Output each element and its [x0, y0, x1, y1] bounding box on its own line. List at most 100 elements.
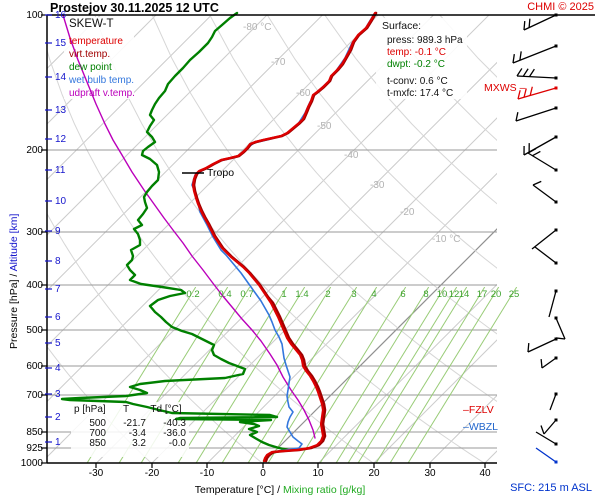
surface-line: t-mxfc: 17.4 °C — [387, 87, 454, 99]
level-table-header: Td [°C] — [150, 404, 182, 415]
mixing-ratio-label: 2 — [325, 289, 331, 300]
altitude-tick-label: 5 — [55, 338, 61, 349]
surface-panel: Surface: press: 989.3 hPa temp: -0.1 °C dw… — [382, 21, 463, 101]
mixing-ratio-label: 17 — [476, 289, 488, 300]
wet-bulb-zero-label: –WBZL — [463, 421, 499, 433]
mixing-ratio-label: 4 — [371, 289, 377, 300]
altitude-tick-label: 12 — [55, 134, 67, 145]
legend-items: temperature virt.temp. dew point wet bulb t… — [69, 35, 135, 99]
level-table: p [hPa] T Td [°C] 500 -21.7 -40.3 700 -3.4 -36.0… — [74, 405, 186, 449]
temperature-tick-label: 0 — [260, 468, 266, 479]
y-axis-label-altitude: Altitude [km] — [7, 213, 20, 272]
level-table-cell: -21.7 — [123, 418, 146, 429]
pressure-tick-label: 850 — [26, 427, 43, 438]
pressure-tick-label: 925 — [26, 443, 43, 454]
surface-line: dwpt: -0.2 °C — [387, 58, 445, 70]
wind-barb — [527, 337, 558, 353]
surface-line: temp: -0.1 °C — [387, 46, 447, 58]
wind-barb — [532, 180, 558, 204]
legend-item-udpraftvtemp: udpraft v.temp. — [69, 87, 135, 99]
wind-barb — [523, 13, 558, 31]
altitude-tick-label: 15 — [55, 38, 67, 49]
legend-item-temperature: temperature — [69, 35, 123, 47]
mixing-ratio-label: 20 — [490, 289, 502, 300]
temperature-tick-label: -30 — [88, 468, 104, 479]
level-table-row: 700 -3.4 -36.0 — [74, 429, 186, 439]
temperature-tick-label: 30 — [424, 468, 436, 479]
level-table-cell: 700 — [89, 428, 106, 439]
surface-elevation-label: SFC: 215 m ASL — [510, 482, 592, 494]
tropopause-label: Tropo — [207, 167, 235, 179]
legend: SKEW-T temperature virt.temp. dew point wet… — [69, 18, 135, 102]
legend-heading: SKEW-T — [69, 18, 114, 30]
altitude-tick-label: 13 — [55, 105, 67, 116]
sounding-curves — [60, 11, 378, 463]
altitude-tick-label: 10 — [55, 196, 67, 207]
axes — [41, 14, 595, 468]
mixing-ratio-label: 3 — [351, 289, 357, 300]
x-axis-label-temperature: Temperature [°C] / — [194, 484, 283, 496]
altitude-tick-label: 2 — [55, 412, 61, 423]
temperature-tick-label: 10 — [312, 468, 324, 479]
isotherm-label: -50 — [317, 121, 332, 132]
level-table-cell: -0.0 — [168, 438, 186, 449]
altitude-tick-label: 7 — [55, 284, 61, 295]
level-table-cell: -3.4 — [128, 428, 146, 439]
legend-item-dewpoint: dew point — [69, 61, 112, 73]
brand-copyright: CHMI © 2025 — [527, 1, 594, 13]
isotherm-label: -60 — [296, 88, 311, 99]
altitude-tick-label: 4 — [55, 363, 61, 374]
isotherm-label: -70 — [271, 57, 286, 68]
surface-panel-lines: press: 989.3 hPa temp: -0.1 °C dwpt: -0.2 … — [382, 34, 463, 99]
surface-line: press: 989.3 hPa — [387, 34, 463, 46]
temperature-tick-label: 40 — [479, 468, 491, 479]
level-table-header: T — [122, 404, 130, 415]
altitude-tick-label: 8 — [55, 256, 61, 267]
legend-item-virttemp: virt.temp. — [69, 48, 111, 60]
level-table-cell: 3.2 — [132, 438, 146, 449]
wind-barb — [535, 431, 558, 446]
wind-barb — [515, 106, 558, 122]
altitude-tick-label: 16 — [55, 10, 67, 21]
wind-barb — [517, 86, 558, 100]
pressure-tick-label: 600 — [26, 361, 43, 372]
isotherm-label: -30 — [370, 180, 385, 191]
mixing-ratio-label: 1.4 — [295, 289, 309, 300]
wind-barb — [516, 68, 558, 80]
altitude-tick-label: 3 — [55, 389, 61, 400]
level-table-header: p [hPa] — [74, 404, 106, 415]
pressure-tick-label: 300 — [26, 227, 43, 238]
level-table-cell: -36.0 — [163, 428, 186, 439]
level-table-cell: 850 — [89, 438, 106, 449]
legend-item-wetbulbtemp: wet bulb temp. — [69, 74, 135, 86]
altitude-tick-label: 1 — [55, 437, 61, 448]
isotherm-label: -80 °C — [243, 22, 272, 33]
wind-barb — [540, 356, 558, 369]
mixing-ratio-label: 12 — [448, 289, 460, 300]
level-table-cell: 500 — [89, 418, 106, 429]
mixing-ratio-label: 0.7 — [240, 289, 254, 300]
level-table-cell: -40.3 — [163, 418, 186, 429]
freezing-level-label: –FZLV — [463, 404, 494, 416]
mixing-ratio-label: 8 — [423, 289, 429, 300]
curve-wet-bulb-temperature — [191, 13, 375, 462]
mixing-ratio-label: 25 — [508, 289, 520, 300]
pressure-tick-label: 100 — [26, 10, 43, 21]
wind-barb — [531, 228, 558, 250]
temperature-tick-label: 20 — [368, 468, 380, 479]
wind-barb — [527, 148, 558, 172]
mixing-ratio-label: 10 — [436, 289, 448, 300]
pressure-tick-label: 1000 — [20, 458, 43, 469]
altitude-tick-label: 6 — [55, 312, 61, 323]
pressure-tick-label: 200 — [26, 145, 43, 156]
mixing-ratio-label: 0.4 — [218, 289, 232, 300]
curve-temperature — [191, 11, 377, 463]
x-axis-label-mixing-ratio: Mixing ratio [g/kg] — [282, 484, 366, 496]
wind-barb — [548, 289, 558, 318]
isotherm-label: -40 — [344, 150, 359, 161]
altitude-tick-label: 11 — [55, 165, 66, 176]
mixing-ratio-label: 6 — [400, 289, 406, 300]
curve-updraft-virtual-temperature — [62, 14, 316, 439]
